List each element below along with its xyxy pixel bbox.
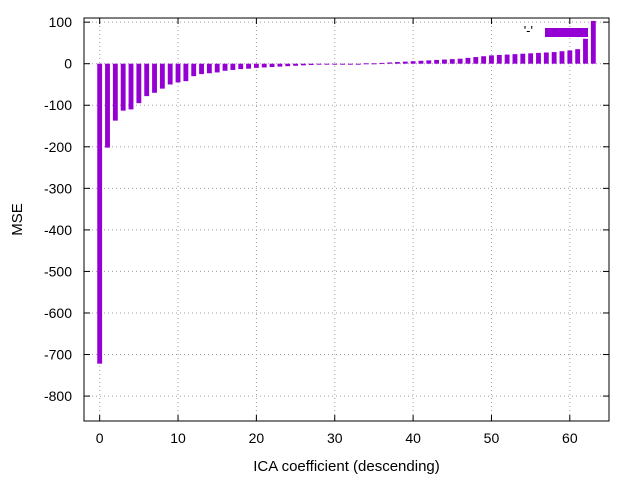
bar xyxy=(395,62,400,64)
bar xyxy=(489,55,494,64)
bar xyxy=(253,63,259,68)
bar xyxy=(222,63,228,71)
bar xyxy=(293,63,298,66)
y-tick-label: -300 xyxy=(44,180,72,196)
legend-swatch xyxy=(545,28,588,37)
bar xyxy=(387,62,393,64)
y-tick-label: -600 xyxy=(44,305,72,321)
bar xyxy=(167,63,173,85)
bar xyxy=(246,63,251,69)
legend-label: '-' xyxy=(524,23,533,38)
bar xyxy=(543,52,549,64)
bar xyxy=(324,63,330,65)
bar-series xyxy=(97,20,596,364)
x-tick-label: 10 xyxy=(170,430,186,446)
y-tick-label: -200 xyxy=(44,139,72,155)
y-tick-label: -800 xyxy=(44,388,72,404)
bar xyxy=(449,59,455,64)
bar xyxy=(316,63,322,65)
bar xyxy=(473,57,479,64)
axis-ticks: 100 0 -100 -200 -300 -400 -500 -600 -700 -800 0 10 2… xyxy=(44,14,609,446)
bar xyxy=(504,54,510,64)
bar xyxy=(152,63,157,93)
bar xyxy=(175,63,181,83)
bar xyxy=(583,38,588,64)
bar xyxy=(457,58,463,64)
bar xyxy=(402,61,408,64)
bar xyxy=(347,63,353,65)
bar xyxy=(191,63,197,77)
bar xyxy=(426,60,432,64)
bar xyxy=(567,50,573,64)
bar xyxy=(308,63,314,65)
bar xyxy=(379,62,385,64)
bar xyxy=(528,53,534,64)
bar xyxy=(332,63,338,65)
bar xyxy=(230,63,236,70)
bar xyxy=(496,54,502,64)
legend: '-' xyxy=(524,23,588,38)
bar xyxy=(128,63,134,110)
bar xyxy=(136,63,142,104)
bar xyxy=(214,63,220,73)
x-axis-title: ICA coefficient (descending) xyxy=(253,458,440,475)
bar xyxy=(559,51,565,64)
bar xyxy=(199,63,204,75)
y-tick-label: 0 xyxy=(64,56,72,72)
bar xyxy=(371,63,377,65)
bar xyxy=(277,63,283,67)
bar xyxy=(159,63,165,89)
y-tick-label: 100 xyxy=(49,14,73,30)
x-tick-label: 40 xyxy=(405,430,421,446)
bar xyxy=(238,63,244,70)
bar xyxy=(269,63,275,68)
x-tick-label: 20 xyxy=(249,430,265,446)
bar xyxy=(285,63,291,67)
bar xyxy=(97,63,103,364)
bar xyxy=(183,63,189,82)
bar xyxy=(105,63,110,148)
x-tick-label: 60 xyxy=(562,430,578,446)
x-tick-label: 50 xyxy=(484,430,500,446)
bar xyxy=(363,63,369,65)
bar xyxy=(434,59,440,64)
x-tick-label: 30 xyxy=(327,430,343,446)
bar xyxy=(418,60,424,64)
bar xyxy=(465,57,471,64)
y-axis-title: MSE xyxy=(9,203,26,236)
y-tick-label: -400 xyxy=(44,222,72,238)
bar xyxy=(481,56,487,64)
bar xyxy=(355,63,361,65)
bar xyxy=(590,20,596,64)
y-tick-label: -700 xyxy=(44,347,72,363)
bar xyxy=(261,63,267,68)
bar xyxy=(300,63,306,66)
bar xyxy=(206,63,212,74)
bar xyxy=(144,63,150,97)
bar xyxy=(536,52,541,64)
bar xyxy=(520,53,526,64)
y-tick-label: -500 xyxy=(44,263,72,279)
bar xyxy=(410,61,416,64)
bar xyxy=(112,63,118,121)
bar xyxy=(575,49,581,64)
x-tick-label: 0 xyxy=(96,430,104,446)
bar xyxy=(120,63,126,111)
plot-frame xyxy=(83,17,610,422)
bar xyxy=(340,63,346,65)
bar xyxy=(512,54,518,64)
bar xyxy=(551,52,557,64)
y-tick-label: -100 xyxy=(44,97,72,113)
bar xyxy=(442,59,447,64)
